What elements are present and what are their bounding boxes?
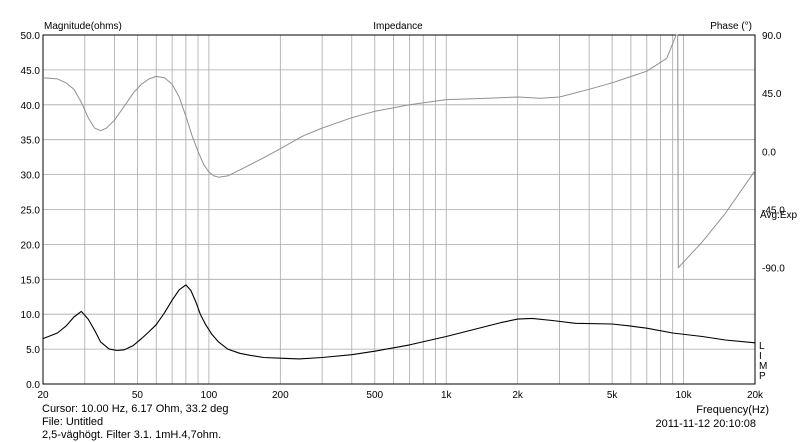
chart-grid bbox=[43, 35, 755, 384]
x-tick-label: 1k bbox=[441, 390, 453, 401]
timestamp: 2011-11-12 20:10:08 bbox=[655, 418, 756, 430]
right-tick-label: -90.0 bbox=[762, 264, 785, 275]
right-tick-label: -45.0 bbox=[762, 206, 785, 217]
x-tick-label: 20 bbox=[37, 390, 49, 401]
right-tick-label: 90.0 bbox=[762, 31, 782, 42]
right-axis-label: Phase (°) bbox=[710, 21, 752, 32]
x-tick-label: 500 bbox=[366, 390, 383, 401]
left-tick-label: 25.0 bbox=[21, 206, 41, 217]
x-tick-label: 200 bbox=[272, 390, 289, 401]
legend-letter: P bbox=[759, 371, 766, 382]
x-tick-label: 10k bbox=[675, 390, 692, 401]
phase-series-line bbox=[42, 34, 756, 269]
left-tick-label: 40.0 bbox=[21, 101, 41, 112]
magnitude-series-line bbox=[42, 284, 756, 360]
file-name: File: Untitled bbox=[42, 416, 104, 428]
left-tick-label: 30.0 bbox=[21, 171, 41, 182]
left-tick-label: 35.0 bbox=[21, 136, 41, 147]
plot-frame bbox=[42, 34, 756, 385]
measurement-description: 2,5-väghögt. Filter 3.1. 1mH.4,7ohm. bbox=[42, 429, 222, 441]
left-axis-label: Magnitude(ohms) bbox=[44, 21, 122, 32]
x-tick-label: 100 bbox=[201, 390, 218, 401]
x-axis-label: Frequency(Hz) bbox=[696, 404, 769, 416]
left-tick-label: 15.0 bbox=[21, 275, 41, 286]
legend-letter: M bbox=[759, 361, 767, 372]
x-tick-label: 50 bbox=[132, 390, 144, 401]
x-tick-label: 5k bbox=[607, 390, 619, 401]
legend-letter: L bbox=[759, 341, 765, 352]
left-tick-label: 0.0 bbox=[26, 380, 40, 391]
legend-letter: I bbox=[759, 351, 762, 362]
x-tick-label: 20k bbox=[747, 390, 764, 401]
left-tick-label: 20.0 bbox=[21, 240, 41, 251]
avg-label: Avg:Exp bbox=[760, 210, 797, 221]
left-tick-label: 45.0 bbox=[21, 66, 41, 77]
right-tick-label: 45.0 bbox=[762, 89, 782, 100]
cursor-readout: Cursor: 10.00 Hz, 6.17 Ohm, 33.2 deg bbox=[42, 403, 229, 415]
chart-title: Impedance bbox=[373, 21, 423, 32]
left-tick-label: 5.0 bbox=[26, 345, 40, 356]
right-tick-label: 0.0 bbox=[762, 147, 776, 158]
left-tick-label: 50.0 bbox=[21, 31, 41, 42]
left-tick-label: 10.0 bbox=[21, 310, 41, 321]
x-tick-label: 2k bbox=[512, 390, 524, 401]
